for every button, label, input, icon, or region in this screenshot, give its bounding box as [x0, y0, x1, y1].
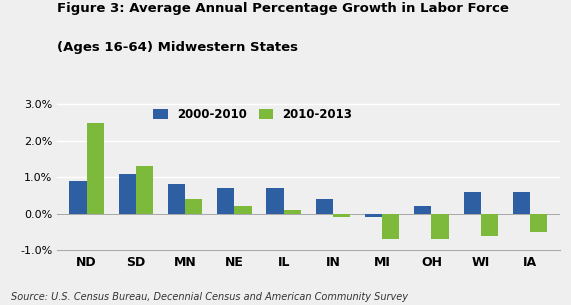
Bar — [217, 188, 235, 214]
Bar — [136, 166, 153, 214]
Bar — [382, 214, 400, 239]
Bar — [235, 206, 252, 214]
Bar — [87, 123, 104, 214]
Bar — [464, 192, 481, 214]
Text: Source: U.S. Census Bureau, Decennial Census and American Community Survey: Source: U.S. Census Bureau, Decennial Ce… — [11, 292, 408, 302]
Bar — [530, 214, 547, 232]
Bar — [316, 199, 333, 214]
Bar — [432, 214, 449, 239]
Bar — [365, 214, 382, 217]
Bar — [168, 185, 185, 214]
Bar — [119, 174, 136, 214]
Bar — [185, 199, 203, 214]
Text: Figure 3: Average Annual Percentage Growth in Labor Force: Figure 3: Average Annual Percentage Grow… — [57, 2, 509, 15]
Bar — [414, 206, 432, 214]
Bar — [267, 188, 284, 214]
Bar — [513, 192, 530, 214]
Bar — [481, 214, 498, 235]
Bar — [284, 210, 301, 213]
Bar — [333, 214, 350, 217]
Bar — [70, 181, 87, 213]
Text: (Ages 16-64) Midwestern States: (Ages 16-64) Midwestern States — [57, 41, 298, 54]
Legend: 2000-2010, 2010-2013: 2000-2010, 2010-2013 — [154, 108, 352, 121]
